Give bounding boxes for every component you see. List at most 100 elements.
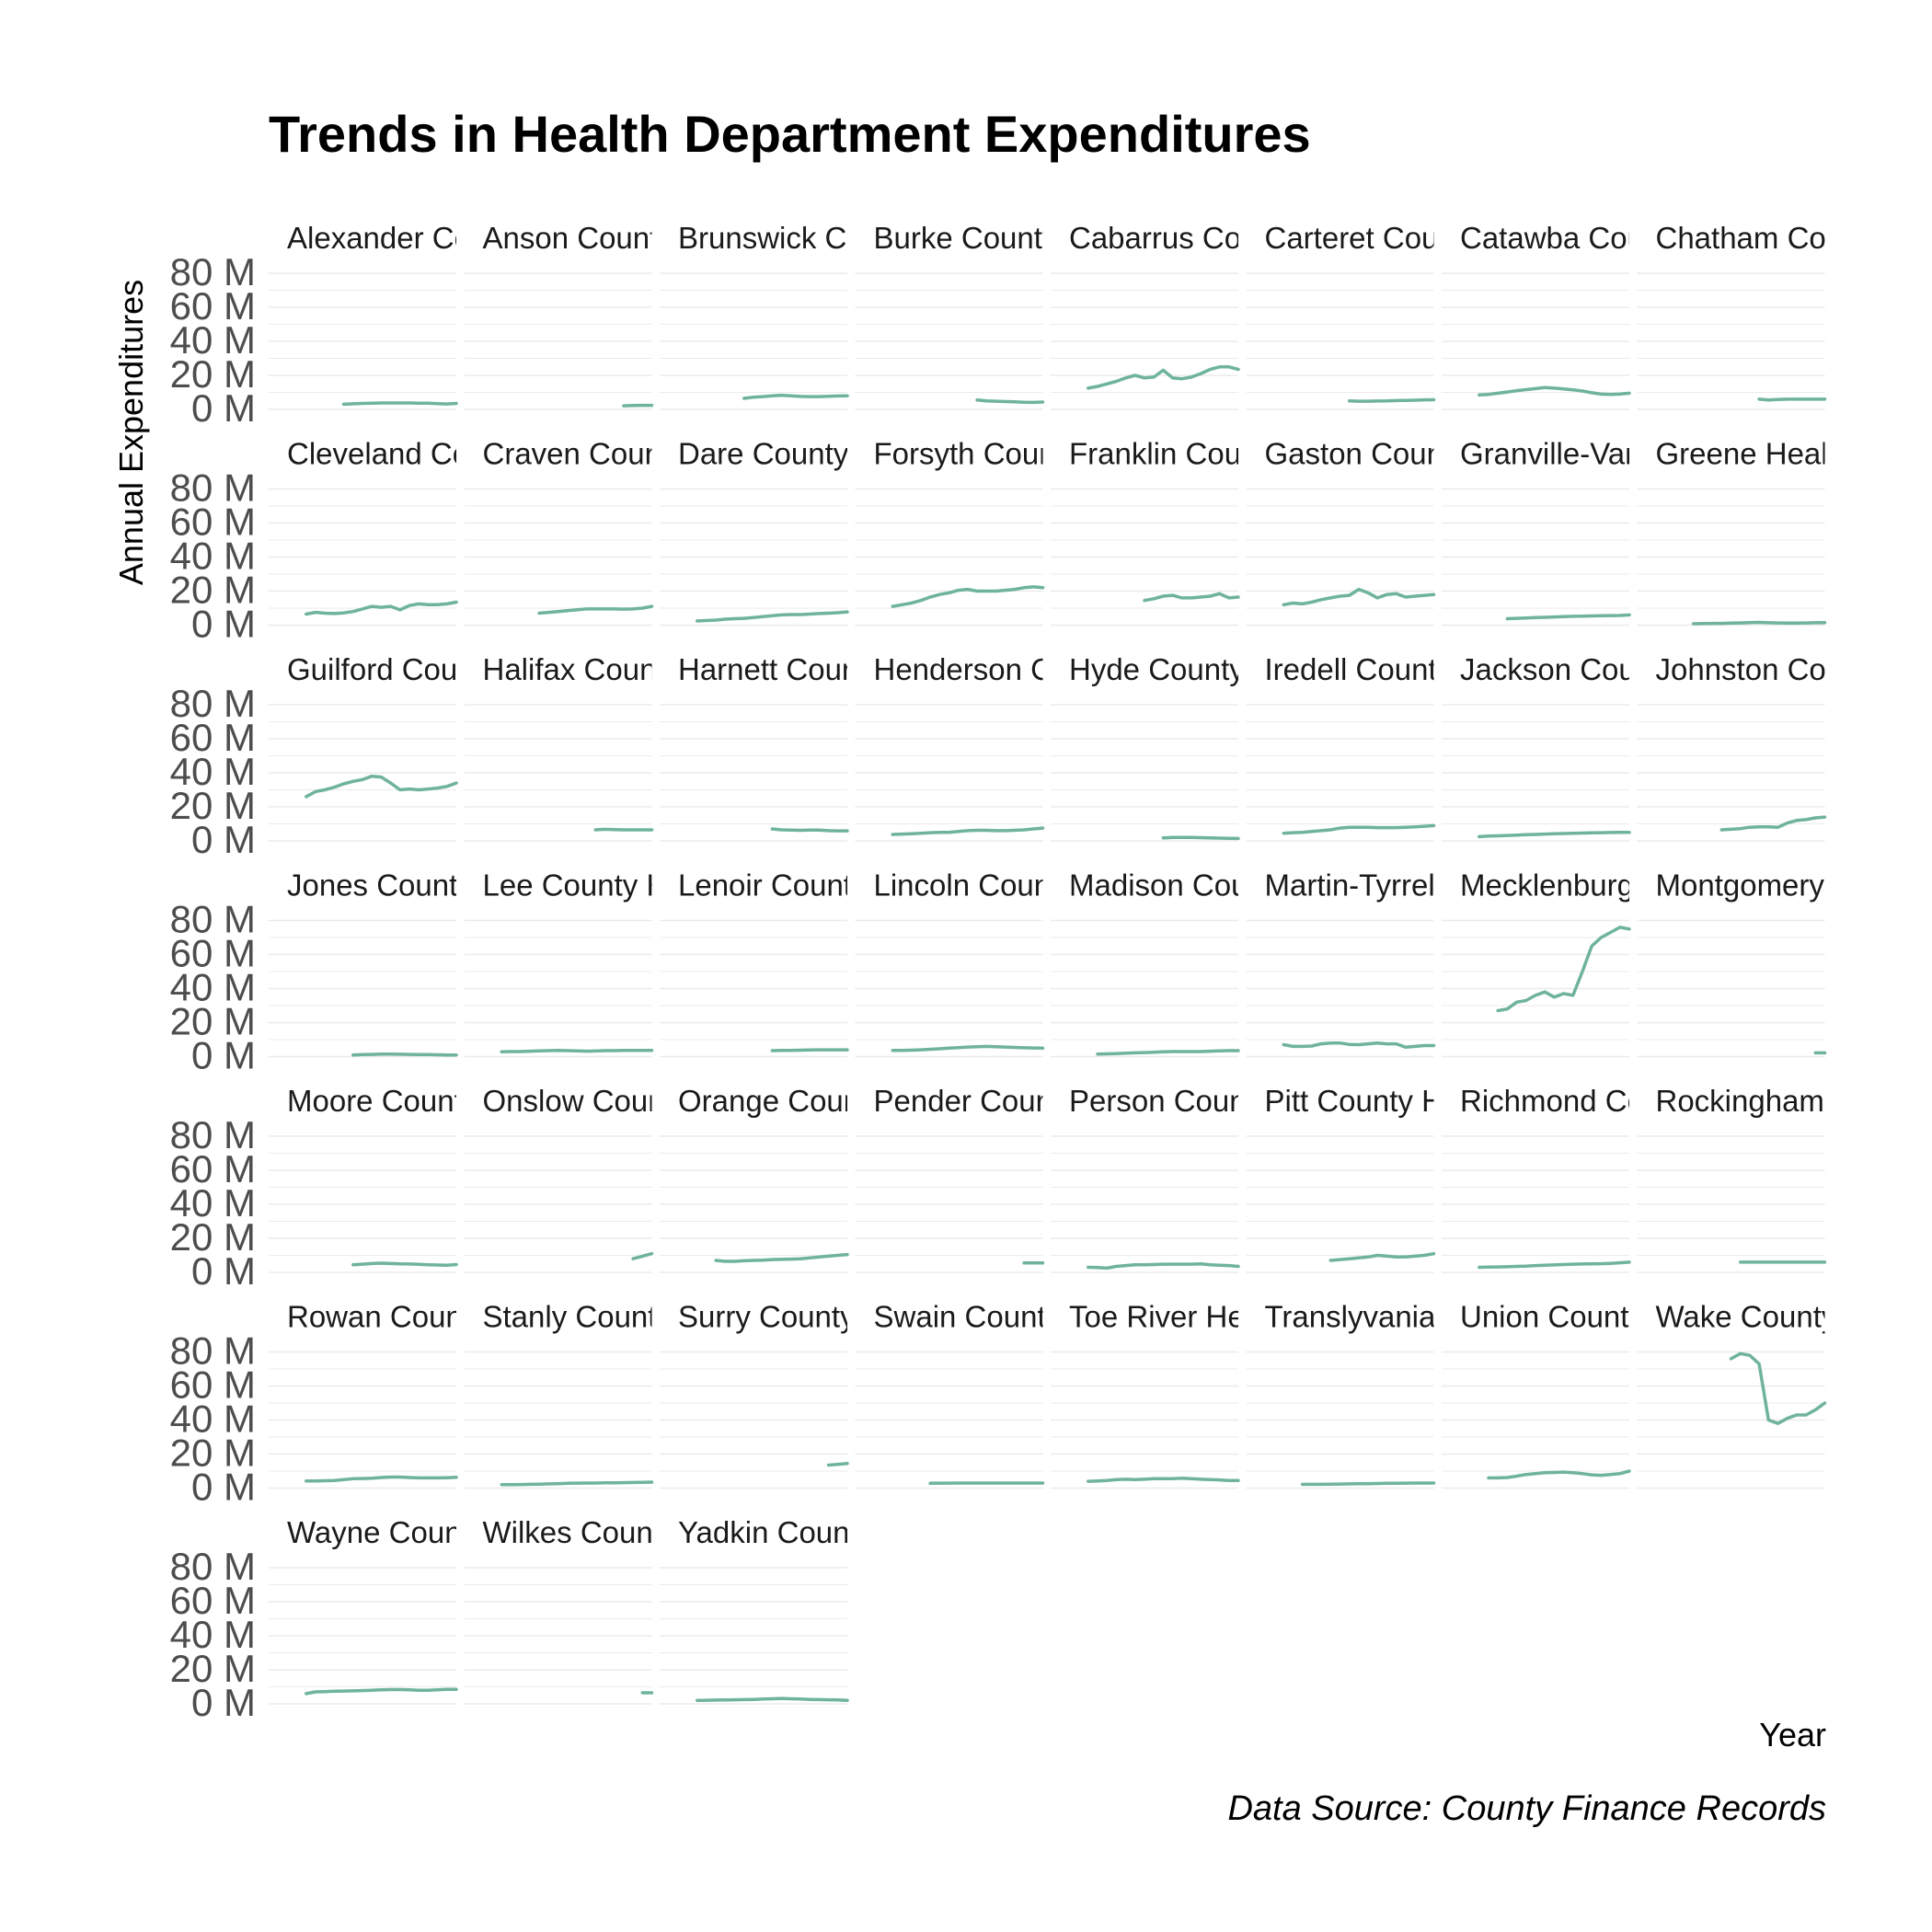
facet-panel: Rockingham	[1637, 1084, 1827, 1273]
facet-label: Stanly County	[483, 1300, 673, 1334]
facet-panel: Pitt County H	[1246, 1084, 1436, 1273]
facet-label: Wake County	[1656, 1300, 1837, 1334]
facet-label: Dare County	[678, 437, 849, 471]
series-line	[1496, 926, 1631, 1013]
facet-panel: Greene Healt	[1637, 437, 1836, 627]
series-line	[826, 1461, 849, 1467]
facet-panel: Mecklenburg	[1442, 868, 1631, 1058]
facet-panel: Johnston Cou	[1637, 652, 1827, 842]
series-line	[351, 1261, 458, 1267]
facet-label: Catawba Cou	[1460, 221, 1644, 255]
series-line	[341, 401, 458, 407]
facet-label: Granville-Van	[1460, 437, 1641, 471]
series-line	[770, 1048, 849, 1052]
y-tick-label: 40 M	[170, 1613, 256, 1656]
series-line	[500, 1049, 654, 1054]
facet-label: Martin-Tyrrell	[1265, 868, 1443, 903]
facet-label: Craven Coun	[483, 437, 661, 471]
facet-panel: Swain County	[855, 1300, 1062, 1489]
facet-panel: Moore County	[269, 1084, 478, 1273]
series-line	[891, 585, 1045, 608]
facet-label: Montgomery	[1656, 868, 1825, 903]
facet-panel: Translyvania	[1246, 1300, 1436, 1489]
series-line	[500, 1480, 654, 1487]
facet-label: Toe River He	[1069, 1300, 1245, 1334]
y-axis-label: Annual Expenditures	[112, 280, 150, 585]
facet-panel: Richmond Co	[1442, 1084, 1644, 1273]
y-tick-label: 0 M	[191, 1466, 256, 1509]
series-line	[696, 1696, 849, 1703]
y-tick-label: 20 M	[170, 784, 256, 827]
series-line	[1757, 397, 1827, 402]
facet-panel: Lincoln Coun	[855, 868, 1045, 1058]
series-line	[537, 604, 654, 615]
chart-caption: Data Source: County Finance Records	[1227, 1789, 1826, 1828]
facet-panel: Chatham Cou	[1637, 221, 1844, 410]
facet-panel: Burke County	[855, 221, 1045, 410]
series-line	[593, 827, 654, 832]
y-tick-label: 0 M	[191, 603, 256, 646]
y-tick-label: 20 M	[170, 1215, 256, 1259]
facet-label: Halifax Count	[483, 652, 665, 686]
facet-panel: Montgomery	[1637, 868, 1827, 1058]
facet-panel: Catawba Cou	[1442, 221, 1644, 410]
facet-label: Onslow Cour	[483, 1084, 659, 1118]
panels-layer: 0 M20 M40 M60 M80 M0 M20 M40 M60 M80 M0 …	[170, 221, 1844, 1724]
series-line	[305, 1687, 458, 1696]
facet-panel: Halifax Count	[464, 652, 665, 842]
facet-label: Forsyth Cour	[874, 437, 1050, 471]
facet-label: Jackson Cou	[1460, 652, 1636, 686]
series-line	[305, 1475, 458, 1483]
y-tick-label: 60 M	[170, 500, 256, 544]
series-line	[696, 610, 849, 623]
x-axis-label: Year	[1759, 1716, 1826, 1754]
series-line	[1347, 397, 1436, 403]
y-tick-label: 80 M	[170, 250, 256, 293]
facet-panel: Granville-Van	[1442, 437, 1641, 627]
facet-label: Iredell County	[1265, 652, 1453, 686]
y-tick-label: 40 M	[170, 1181, 256, 1225]
facet-label: Swain County	[874, 1300, 1062, 1334]
facet-label: Greene Healt	[1656, 437, 1836, 471]
facet-label: Richmond Co	[1460, 1084, 1644, 1118]
series-line	[1505, 613, 1631, 621]
y-tick-label: 60 M	[170, 1363, 256, 1407]
y-tick-label: 40 M	[170, 966, 256, 1009]
facet-label: Wayne Coun	[287, 1515, 462, 1549]
facet-panel: Lee County H	[464, 868, 654, 1058]
series-line	[1096, 1049, 1240, 1056]
series-line	[1087, 365, 1240, 390]
series-line	[1328, 1251, 1436, 1262]
series-line	[1282, 587, 1436, 607]
y-tick-label: 40 M	[170, 750, 256, 793]
facet-label: Harnett Coun	[678, 652, 858, 686]
y-tick-label: 40 M	[170, 1397, 256, 1441]
series-line	[891, 1044, 1045, 1052]
facet-label: Brunswick Co	[678, 221, 864, 255]
facet-label: Union County	[1460, 1300, 1644, 1334]
facet-label: Moore County	[287, 1084, 478, 1118]
facet-label: Cleveland Co	[287, 437, 469, 471]
y-tick-label: 80 M	[170, 898, 256, 941]
facet-label: Guilford Cour	[287, 652, 467, 686]
y-tick-label: 20 M	[170, 1000, 256, 1043]
facet-label: Rockingham	[1656, 1084, 1824, 1118]
facet-panel: Cleveland Co	[269, 437, 469, 627]
series-line	[1487, 1469, 1631, 1480]
facet-label: Alexander Co	[287, 221, 471, 255]
facet-label: Chatham Cou	[1656, 221, 1844, 255]
y-tick-label: 40 M	[170, 318, 256, 362]
series-line	[891, 826, 1045, 836]
series-line	[351, 1052, 458, 1057]
series-line	[742, 393, 849, 400]
facet-panel: Stanly County	[464, 1300, 673, 1489]
facet-panel: Onslow Cour	[464, 1084, 659, 1273]
series-line	[770, 827, 849, 833]
y-tick-label: 40 M	[170, 535, 256, 578]
y-tick-label: 0 M	[191, 1034, 256, 1077]
y-tick-label: 80 M	[170, 1545, 256, 1588]
facet-panel: Rowan Count	[269, 1300, 458, 1489]
facet-label: Hyde County	[1069, 652, 1245, 686]
